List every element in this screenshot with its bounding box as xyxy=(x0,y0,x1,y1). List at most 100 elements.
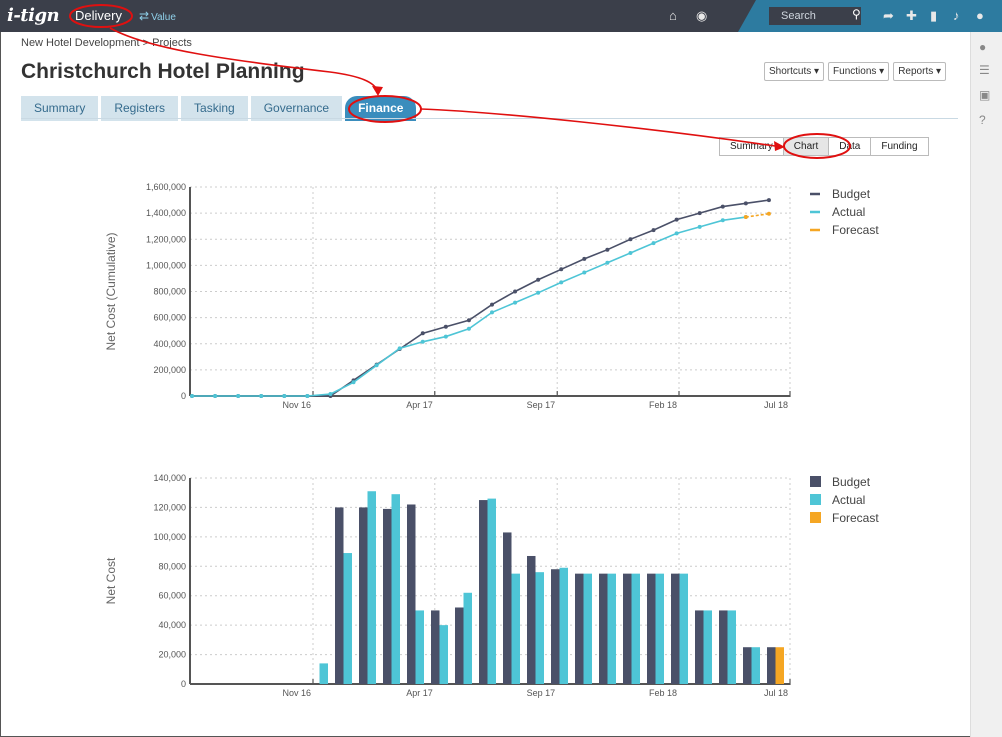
y-tick-label: 20,000 xyxy=(158,650,186,660)
share-icon[interactable]: ➦ xyxy=(883,8,894,23)
list-icon[interactable]: ☰ xyxy=(979,63,990,77)
legend-swatch xyxy=(810,476,821,487)
annotation-arrow-1 xyxy=(109,27,379,93)
user-icon[interactable]: ● xyxy=(976,8,984,23)
data-point xyxy=(582,270,587,275)
data-point xyxy=(490,310,494,315)
y-tick-label: 1,600,000 xyxy=(146,182,186,192)
reports-button[interactable]: Reports ▾ xyxy=(893,62,947,81)
bar-budget xyxy=(407,504,416,684)
tab-underline xyxy=(21,118,958,119)
nav-delivery[interactable]: Delivery xyxy=(75,8,122,23)
y-tick-label: 140,000 xyxy=(153,473,186,483)
legend-label: Actual xyxy=(832,205,865,219)
shortcuts-button[interactable]: Shortcuts ▾ xyxy=(764,62,825,81)
y-tick-label: 100,000 xyxy=(153,532,186,542)
finance-subtabs: Summary Chart Data Funding xyxy=(719,137,929,156)
data-point xyxy=(743,201,748,206)
annotation-arrowhead-1 xyxy=(372,86,383,96)
x-tick-label: Feb 18 xyxy=(649,400,677,410)
bar-actual xyxy=(343,553,352,684)
annotation-arrowhead-2 xyxy=(774,141,785,151)
bar-budget xyxy=(599,573,608,684)
y-tick-label: 1,200,000 xyxy=(146,234,186,244)
globe-icon[interactable]: ◉ xyxy=(696,8,708,23)
home-icon[interactable]: ⌂ xyxy=(669,8,677,23)
data-point xyxy=(536,290,541,295)
bar-actual xyxy=(487,498,496,684)
bar-actual xyxy=(583,573,592,684)
tab-registers[interactable]: Registers xyxy=(101,96,179,121)
subtab-funding[interactable]: Funding xyxy=(870,137,929,156)
data-point xyxy=(259,394,264,398)
main-tabs: Summary Registers Tasking Governance Fin… xyxy=(21,96,417,121)
bar-actual xyxy=(391,494,400,684)
data-point xyxy=(443,334,448,339)
data-point xyxy=(397,346,402,351)
tab-governance[interactable]: Governance xyxy=(250,96,343,121)
data-point xyxy=(697,224,702,229)
lock-icon[interactable]: ▣ xyxy=(979,88,991,102)
data-point xyxy=(351,380,356,385)
bar-budget xyxy=(479,500,488,684)
swap-icon: ⇄ xyxy=(139,9,150,23)
series-line-forecast xyxy=(745,212,770,218)
bar-budget xyxy=(551,569,560,684)
bar-actual xyxy=(463,592,472,684)
bar-actual xyxy=(631,573,640,684)
bar-actual xyxy=(607,573,616,684)
y-tick-label: 1,000,000 xyxy=(146,260,186,270)
data-point xyxy=(213,394,218,398)
data-point xyxy=(305,394,310,398)
tab-summary[interactable]: Summary xyxy=(21,96,99,121)
bar-actual xyxy=(751,647,760,684)
data-point xyxy=(190,394,194,398)
nav-value-label: Value xyxy=(151,12,176,23)
plus-icon[interactable]: ✚ xyxy=(906,8,917,23)
functions-button[interactable]: Functions ▾ xyxy=(828,62,890,81)
data-point xyxy=(374,363,379,368)
data-point xyxy=(443,324,448,329)
annotation-ellipse-chart xyxy=(783,133,851,159)
bookmark-icon[interactable]: ▮ xyxy=(930,8,938,23)
bar-actual xyxy=(319,663,328,684)
breadcrumb[interactable]: New Hotel Development > Projects xyxy=(21,37,192,49)
search-input[interactable]: Search xyxy=(769,7,861,25)
bar-actual xyxy=(727,610,736,684)
bell-icon[interactable]: ♪ xyxy=(953,8,960,23)
nav-value[interactable]: ⇄ Value xyxy=(139,9,176,23)
x-tick-label: Feb 18 xyxy=(649,688,677,698)
bar-budget xyxy=(503,532,512,684)
bar-budget xyxy=(455,607,464,684)
bar-budget xyxy=(671,573,680,684)
data-point xyxy=(697,211,702,216)
tab-tasking[interactable]: Tasking xyxy=(181,96,248,121)
y-tick-label: 80,000 xyxy=(158,561,186,571)
data-point xyxy=(674,231,679,236)
comment-icon[interactable]: ● xyxy=(979,40,987,54)
y-tick-label: 600,000 xyxy=(153,313,186,323)
bar-actual xyxy=(655,573,664,684)
data-point xyxy=(720,218,725,223)
legend-label: Forecast xyxy=(832,511,879,525)
x-tick-label: Apr 17 xyxy=(406,688,433,698)
y-tick-label: 200,000 xyxy=(153,365,186,375)
bar-budget xyxy=(767,647,776,684)
data-point xyxy=(582,256,587,261)
y-tick-label: 0 xyxy=(181,391,186,401)
help-icon[interactable]: ? xyxy=(979,113,986,127)
y-tick-label: 1,400,000 xyxy=(146,208,186,218)
bar-budget xyxy=(383,508,392,684)
legend-label: Budget xyxy=(832,187,871,201)
bar-budget xyxy=(623,573,632,684)
bar-actual xyxy=(535,572,544,684)
data-point xyxy=(605,247,610,252)
x-tick-label: Apr 17 xyxy=(406,400,433,410)
x-tick-label: Jul 18 xyxy=(764,688,788,698)
data-point xyxy=(651,228,656,233)
bar-forecast xyxy=(775,647,784,684)
app-logo[interactable]: i-tign xyxy=(7,5,60,26)
search-icon[interactable]: ⚲ xyxy=(852,7,861,21)
data-point xyxy=(674,217,679,222)
data-point xyxy=(766,211,771,216)
